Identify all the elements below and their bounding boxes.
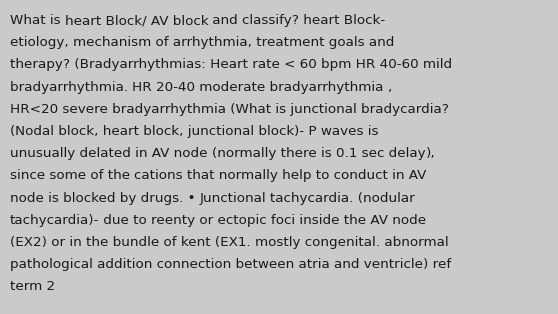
Text: What is: What is <box>10 14 65 27</box>
Text: . •: . • <box>179 192 200 205</box>
Text: node is blocked by drugs: node is blocked by drugs <box>10 192 179 205</box>
Text: (: ( <box>10 125 15 138</box>
Text: ),: ), <box>425 147 435 160</box>
Text: ,: , <box>388 81 392 94</box>
Text: Junctional tachycardia. (nodular: Junctional tachycardia. (nodular <box>200 192 416 205</box>
Text: unusually delated in AV node: unusually delated in AV node <box>10 147 211 160</box>
Text: etiology, mechanism of arrhythmia, treatment goals and: etiology, mechanism of arrhythmia, treat… <box>10 36 395 49</box>
Text: Nodal block, heart block, junctional block: Nodal block, heart block, junctional blo… <box>15 125 295 138</box>
Text: therapy? (Bradyarrhythmias: Heart rate < 60 bpm HR 40-60 mild: therapy? (Bradyarrhythmias: Heart rate <… <box>10 58 452 71</box>
Text: HR 20-40 moderate bradyarrhythmia: HR 20-40 moderate bradyarrhythmia <box>132 81 388 94</box>
Text: due to reenty or ectopic foci inside the AV node: due to reenty or ectopic foci inside the… <box>99 214 426 227</box>
Text: pathological addition connection between atria and ventricle) ref: pathological addition connection between… <box>10 258 451 271</box>
Text: and classify? heart Block-: and classify? heart Block- <box>209 14 386 27</box>
Text: term 2: term 2 <box>10 280 55 293</box>
Text: tachycardia)-: tachycardia)- <box>10 214 99 227</box>
Text: bradyarrhythmia.: bradyarrhythmia. <box>10 81 132 94</box>
Text: )- P waves is: )- P waves is <box>295 125 379 138</box>
Text: (normally there is 0.1 sec delay: (normally there is 0.1 sec delay <box>211 147 425 160</box>
Text: cations that normally help to conduct in AV: cations that normally help to conduct in… <box>134 169 427 182</box>
Text: (EX2) or in the bundle of kent (EX1. mostly congenital. abnormal: (EX2) or in the bundle of kent (EX1. mos… <box>10 236 449 249</box>
Text: since some of the: since some of the <box>10 169 134 182</box>
Text: HR<20 severe bradyarrhythmia (What is junctional bradycardia?: HR<20 severe bradyarrhythmia (What is ju… <box>10 103 449 116</box>
Text: heart Block/ AV block: heart Block/ AV block <box>65 14 209 27</box>
